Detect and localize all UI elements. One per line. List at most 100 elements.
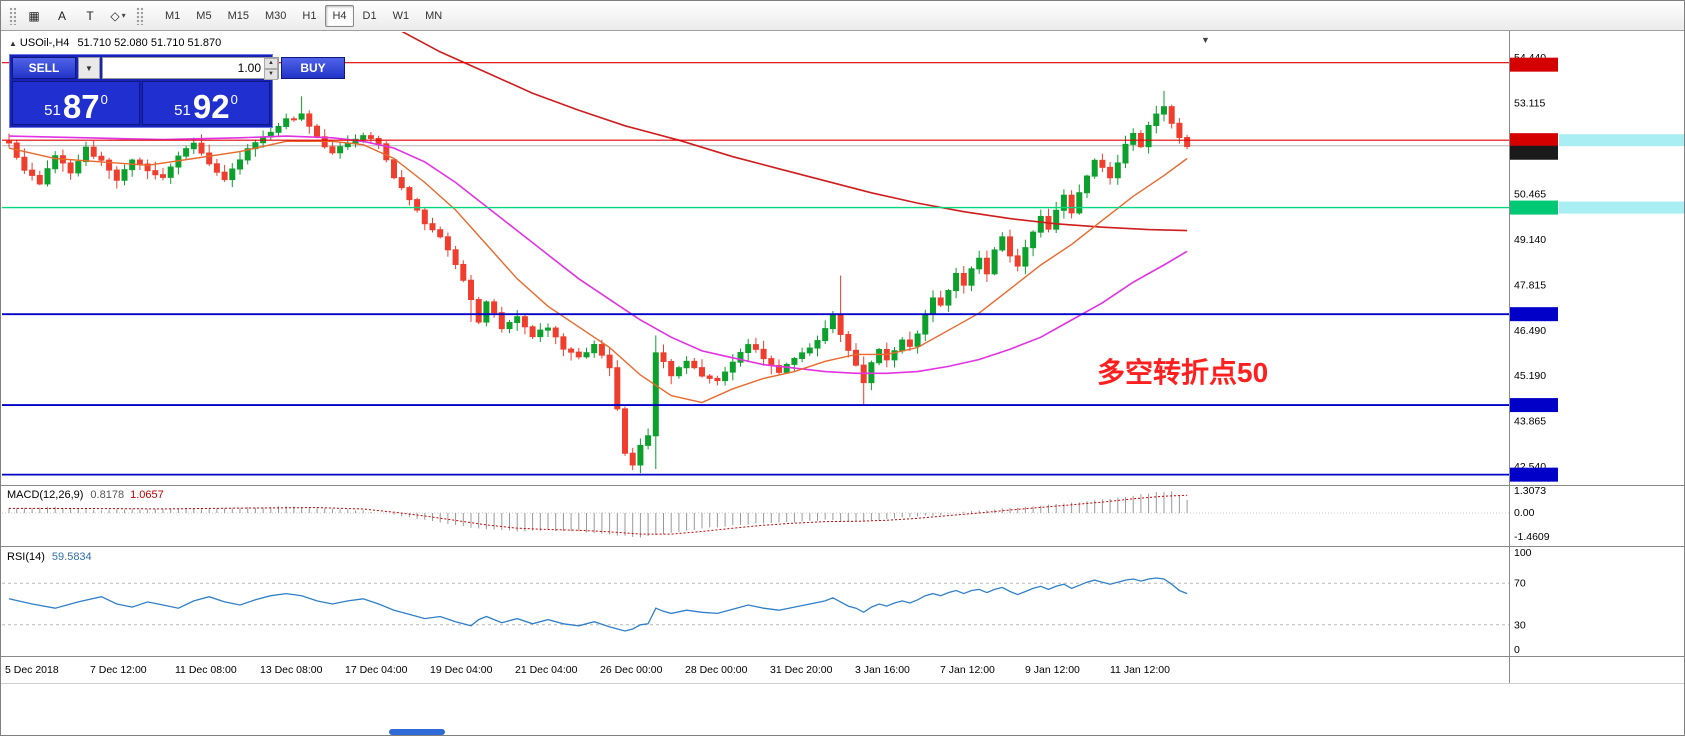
rsi-name: RSI(14) [7,551,45,563]
ma-mid-line [8,135,1188,375]
toolbar: ▦ A T ◇ ▾ M1 M5 M15 M30 H1 H4 D1 W1 MN [1,1,1684,31]
macd-main-value: 0.8178 [90,489,125,501]
timeframe-m1[interactable]: M1 [165,9,181,22]
rsi-pane[interactable] [1,547,1509,656]
timeframe-h4[interactable]: H4 [325,4,354,27]
toolbar-grip-2[interactable] [136,6,143,25]
svg-text:11 Jan 12:00: 11 Jan 12:00 [1110,664,1170,676]
one-click-trading-panel: SELL ▼ ▲ ▼ BUY 51 87 0 51 92 0 [9,54,345,128]
symbol-marker-icon: ▲ [9,39,17,48]
toolbar-grip[interactable] [9,6,16,25]
svg-text:11 Dec 08:00: 11 Dec 08:00 [175,664,237,676]
text-label-tool-icon[interactable]: A [57,8,66,23]
svg-text:26 Dec 00:00: 26 Dec 00:00 [600,664,663,676]
svg-text:7 Jan 12:00: 7 Jan 12:00 [940,664,995,676]
rsi-line [8,577,1188,632]
volume-spinner: ▲ ▼ [264,58,278,80]
svg-text:1.3073: 1.3073 [1514,485,1546,497]
price-badge-46.970 [1510,307,1558,322]
svg-text:47.815: 47.815 [1514,280,1546,292]
macd-histogram [8,491,1188,538]
macd-name: MACD(12,26,9) [7,489,84,501]
timeframe-w1[interactable]: W1 [392,9,410,22]
svg-text:17 Dec 04:00: 17 Dec 04:00 [345,664,408,676]
volume-spin-up[interactable]: ▲ [264,58,278,69]
svg-text:28 Dec 00:00: 28 Dec 00:00 [685,664,748,676]
bid-price[interactable]: 51 87 0 [12,81,140,125]
bid-big-digits: 87 [62,88,100,125]
timeframe-mn[interactable]: MN [425,9,443,22]
svg-text:9 Jan 12:00: 9 Jan 12:00 [1025,664,1080,676]
svg-text:13 Dec 08:00: 13 Dec 08:00 [260,664,323,676]
macd-label: MACD(12,26,9) 0.8178 1.0657 [7,489,164,501]
svg-text:50.465: 50.465 [1514,189,1546,201]
symbol-name: USOil-,H4 [19,37,70,49]
level-highlight-52.032 [1559,134,1684,147]
time-axis[interactable] [1,656,1509,683]
ask-price[interactable]: 51 92 0 [142,81,270,125]
volume-spin-down[interactable]: ▼ [264,69,278,80]
svg-text:21 Dec 04:00: 21 Dec 04:00 [515,664,578,676]
macd-pane[interactable] [1,486,1509,546]
svg-text:70: 70 [1514,578,1526,590]
rsi-label: RSI(14) 59.5834 [7,551,92,563]
ask-prefix: 51 [174,102,191,119]
svg-text:46.490: 46.490 [1514,325,1546,337]
svg-text:7 Dec 12:00: 7 Dec 12:00 [90,664,147,676]
price-axis[interactable] [1509,31,1685,683]
ohlc-values: 51.710 52.080 51.710 51.870 [77,37,222,49]
timeframe-m30[interactable]: M30 [264,9,287,22]
ask-sup-digit: 0 [230,92,238,107]
svg-text:-1.4609: -1.4609 [1514,531,1550,543]
dropdown-caret-icon: ▾ [121,11,126,20]
svg-text:53.115: 53.115 [1514,97,1545,109]
svg-text:0.00: 0.00 [1514,507,1535,519]
svg-text:43.865: 43.865 [1514,415,1546,427]
svg-text:31 Dec 20:00: 31 Dec 20:00 [770,664,833,676]
svg-text:5 Dec 2018: 5 Dec 2018 [5,664,59,676]
volume-dropdown-button[interactable]: ▼ [78,57,100,79]
text-frame-tool-icon[interactable]: T [86,8,94,23]
shapes-tool-icon[interactable]: ◇ ▾ [110,8,126,23]
price-badge-44.325 [1510,398,1558,413]
svg-text:3 Jan 16:00: 3 Jan 16:00 [855,664,910,676]
timeframe-m5[interactable]: M5 [196,9,212,22]
time-axis-labels: 5 Dec 2018 7 Dec 12:00 11 Dec 08:00 13 Dec … [5,664,1170,676]
volume-input[interactable] [103,58,264,78]
macd-signal-value: 1.0657 [130,489,164,501]
timeframe-m15[interactable]: M15 [227,9,249,22]
current-price-badge [1510,145,1558,160]
svg-text:19 Dec 04:00: 19 Dec 04:00 [430,664,493,676]
trend-annotation: 多空转折点50 [1097,357,1269,388]
sell-button[interactable]: SELL [12,57,76,79]
price-badge-52.032 [1510,133,1558,148]
svg-text:49.140: 49.140 [1514,234,1546,246]
timeframe-toolbar: M1 M5 M15 M30 H1 H4 D1 W1 MN [157,4,450,27]
price-badge-54.287 [1510,57,1558,72]
bid-prefix: 51 [44,102,61,119]
svg-text:100: 100 [1514,547,1532,559]
price-badge-42.301 [1510,467,1558,482]
volume-field: ▲ ▼ [102,57,279,80]
level-highlight-50.071 [1559,201,1684,214]
pattern-tool-icon[interactable]: ▦ [28,8,40,23]
ma-slow-line [401,32,1188,232]
ask-big-digits: 92 [192,88,230,125]
svg-text:45.190: 45.190 [1514,370,1546,382]
macd-signal-line [8,494,1188,535]
rsi-value: 59.5834 [51,551,92,563]
bottom-strip-indicator [389,729,445,735]
svg-text:0: 0 [1514,644,1520,656]
svg-text:30: 30 [1514,619,1526,631]
chart-title: ▲ USOil-,H4 51.710 52.080 51.710 51.870 [9,37,221,49]
autoscroll-marker-icon[interactable]: ▼ [1201,35,1210,45]
buy-button[interactable]: BUY [281,57,345,79]
timeframe-d1[interactable]: D1 [362,9,377,22]
price-badge-50.071 [1510,200,1558,215]
timeframe-h1[interactable]: H1 [302,9,317,22]
bid-sup-digit: 0 [100,92,108,107]
drawing-tools-group: ▦ A T ◇ ▾ [20,4,132,28]
ma-fast-line [8,140,1188,404]
